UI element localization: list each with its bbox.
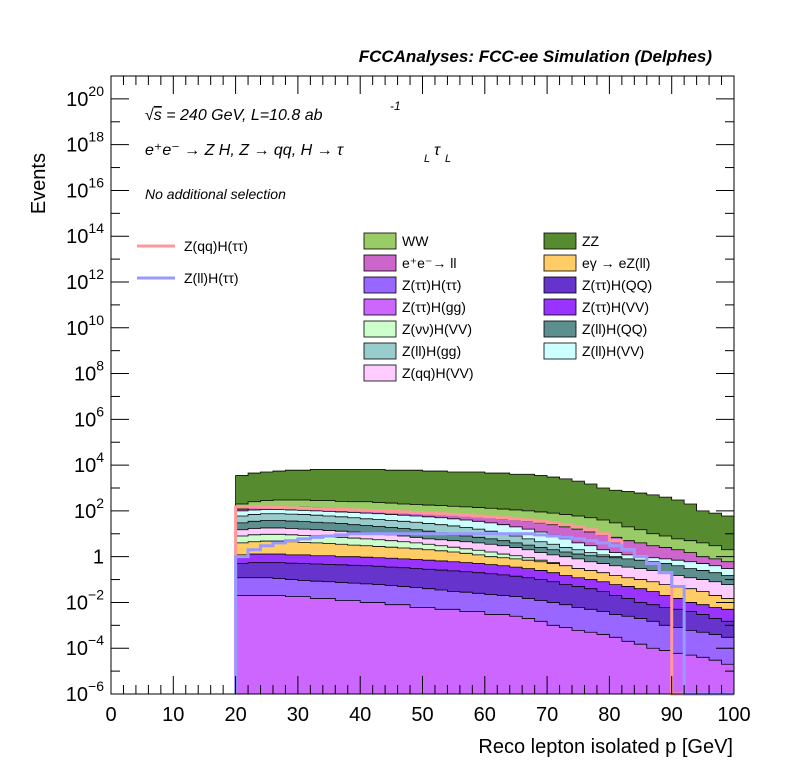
process-label: e⁺e⁻ → Z H, Z → qq, H → τ bbox=[145, 142, 344, 159]
y-tick-label: 10−4 bbox=[66, 632, 104, 660]
legend-label-ztautau-hvv: Z(ττ)H(VV) bbox=[582, 299, 649, 315]
y-tick-label: 106 bbox=[74, 403, 104, 431]
y-tick-label: 1016 bbox=[66, 174, 104, 202]
legend-swatch-zll-hqq bbox=[543, 320, 577, 338]
y-tick-label: 1 bbox=[93, 547, 104, 569]
x-tick-label: 20 bbox=[224, 704, 246, 726]
legend-swatch-zz bbox=[543, 232, 577, 250]
legend-label-zz: ZZ bbox=[582, 233, 600, 249]
y-axis-label: Events bbox=[28, 153, 50, 214]
x-tick-label: 10 bbox=[162, 704, 184, 726]
y-tick-label: 1018 bbox=[66, 129, 104, 157]
y-tick-label: 1020 bbox=[66, 83, 104, 111]
legend-label-zll-hvv: Z(ll)H(VV) bbox=[582, 343, 644, 359]
y-tick-label: 1014 bbox=[66, 220, 104, 248]
x-tick-label: 60 bbox=[474, 704, 496, 726]
axes: 0 10 20 30 40 50 60 70 80 90 10010−610−410−2110210… bbox=[66, 75, 751, 726]
y-tick-label: 10−6 bbox=[66, 678, 104, 706]
legend-label-ztautau-hgg: Z(ττ)H(gg) bbox=[402, 299, 466, 315]
legend-swatch-zqq-hvv bbox=[363, 364, 397, 382]
legend-label-egamma-ezll: eγ → eZ(ll) bbox=[582, 255, 650, 271]
legend-swatch-znunu-hvv bbox=[363, 320, 397, 338]
x-tick-label: 100 bbox=[717, 704, 750, 726]
legend-swatch-ee-ll bbox=[363, 254, 397, 272]
x-tick-label: 40 bbox=[349, 704, 371, 726]
sqrt-s-label: s bbox=[154, 107, 162, 124]
x-tick-label: 0 bbox=[105, 704, 116, 726]
legend-swatch-ztautau-hqq bbox=[543, 276, 577, 294]
legend-swatch-ztautau-hgg bbox=[363, 298, 397, 316]
legend-swatch-egamma-ezll bbox=[543, 254, 577, 272]
tau-subscript-1: L bbox=[424, 153, 430, 165]
x-tick-label: 70 bbox=[536, 704, 558, 726]
tau-label-2: τ bbox=[434, 142, 441, 159]
y-tick-label: 1010 bbox=[66, 312, 104, 340]
x-tick-label: 80 bbox=[598, 704, 620, 726]
x-tick-label: 30 bbox=[287, 704, 309, 726]
legend-label-zll-hgg: Z(ll)H(gg) bbox=[402, 343, 461, 359]
x-tick-label: 50 bbox=[411, 704, 433, 726]
signal-line-signal-ll bbox=[234, 532, 734, 696]
energy-annotation: √s = 240 GeV, L=10.8 ab -1 bbox=[145, 99, 401, 124]
legend-label-ztautau-htautau: Z(ττ)H(ττ) bbox=[402, 277, 461, 293]
legend-label-zll-hqq: Z(ll)H(QQ) bbox=[582, 321, 647, 337]
background-legend: WW e⁺e⁻→ ll Z(ττ)H(ττ) Z(ττ)H(gg) Z(νν)H(VV)… bbox=[363, 232, 652, 382]
legend-label-zqq-hvv: Z(qq)H(VV) bbox=[402, 365, 474, 381]
legend-label-ztautau-hqq: Z(ττ)H(QQ) bbox=[582, 277, 652, 293]
signal-histograms bbox=[234, 505, 734, 696]
selection-label: No additional selection bbox=[145, 186, 286, 202]
x-axis-label: Reco lepton isolated p [GeV] bbox=[478, 736, 733, 758]
legend-label-znunu-hvv: Z(νν)H(VV) bbox=[402, 321, 472, 337]
legend-swatch-zll-hvv bbox=[543, 342, 577, 360]
lumi-exponent: -1 bbox=[390, 99, 401, 113]
legend-label-ww: WW bbox=[402, 233, 429, 249]
legend-swatch-ww bbox=[363, 232, 397, 250]
sqrt-symbol: √ bbox=[145, 107, 154, 124]
y-tick-label: 104 bbox=[74, 449, 104, 477]
legend-label-signal-qq: Z(qq)H(ττ) bbox=[184, 238, 248, 254]
svg-text:√s = 240 GeV, L=10.8 ab: √s = 240 GeV, L=10.8 ab bbox=[145, 107, 323, 124]
legend-label-ee-ll: e⁺e⁻→ ll bbox=[402, 255, 456, 271]
legend-swatch-ztautau-htautau bbox=[363, 276, 397, 294]
stacked-histograms bbox=[235, 468, 735, 695]
y-tick-label: 1012 bbox=[66, 266, 104, 294]
chart-header: FCCAnalyses: FCC-ee Simulation (Delphes) bbox=[359, 47, 713, 66]
x-tick-label: 90 bbox=[661, 704, 683, 726]
process-annotation: e⁺e⁻ → Z H, Z → qq, H → τ L τ L bbox=[145, 142, 451, 165]
legend-swatch-ztautau-hvv bbox=[543, 298, 577, 316]
y-tick-label: 102 bbox=[74, 495, 104, 523]
y-tick-label: 108 bbox=[74, 358, 104, 386]
legend-swatch-zll-hgg bbox=[363, 342, 397, 360]
signal-legend: Z(qq)H(ττ) Z(ll)H(ττ) bbox=[137, 238, 248, 286]
y-tick-label: 10−2 bbox=[66, 586, 104, 614]
tau-subscript-2: L bbox=[445, 153, 451, 165]
plot-frame bbox=[110, 75, 735, 695]
legend-label-signal-ll: Z(ll)H(ττ) bbox=[184, 270, 239, 286]
energy-lumi-label: = 240 GeV, L=10.8 ab bbox=[162, 107, 323, 124]
